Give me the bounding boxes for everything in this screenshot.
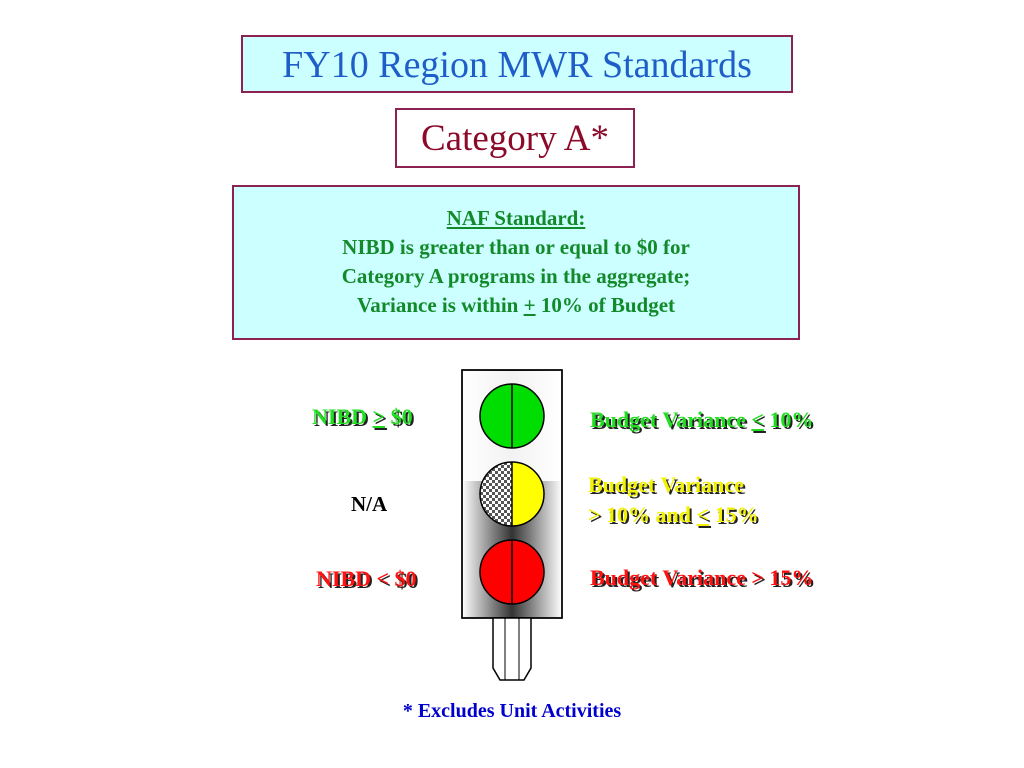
red-light [479,539,545,605]
nibd-red-label: NIBD < $0 [316,566,417,591]
naf-standard-heading: NAF Standard: [446,206,586,230]
bv-green-suffix: 10% [763,407,814,432]
budget-variance-yellow-label: Budget Variance > 10% and < 15% [588,470,759,530]
bv-yellow-symbol: < [696,502,710,527]
bv-green-symbol: < [751,407,764,432]
naf-standard-line-1: NIBD is greater than or equal to $0 for [342,235,690,259]
bv-yellow-line-2-suffix: 15% [709,502,759,527]
naf-standard-box: NAF Standard: NIBD is greater than or eq… [232,185,800,340]
bv-yellow-line-2: > 10% and < 15% [588,500,759,530]
traffic-light-pole [492,617,532,681]
bv-yellow-line-2-prefix: > 10% and [588,502,697,527]
line-3-prefix: Variance is within [356,293,524,317]
budget-variance-red-label: Budget Variance > 15% [590,565,814,590]
page-title: FY10 Region MWR Standards [282,44,752,86]
budget-variance-green-label: Budget Variance < 10% [590,407,813,433]
nibd-green-prefix: NIBD [312,404,373,429]
category-label: Category A* [420,118,610,159]
naf-standard-line-3: Variance is within + 10% of Budget [234,291,798,320]
green-light [479,383,545,449]
bv-yellow-line-1: Budget Variance [588,472,744,497]
nibd-yellow-label: N/A [351,492,388,516]
footnote: * Excludes Unit Activities [402,700,622,722]
line-3-suffix: 10% of Budget [535,293,676,317]
bv-green-prefix: Budget Variance [590,407,752,432]
plus-minus-symbol: + [523,293,536,317]
nibd-green-suffix: $0 [385,404,413,429]
naf-standard-line-2: Category A programs in the aggregate; [341,264,691,288]
traffic-light-housing [461,369,563,619]
category-box: Category A* [395,108,635,168]
title-box: FY10 Region MWR Standards [241,35,793,93]
nibd-green-symbol: > [372,404,386,429]
nibd-green-label: NIBD > $0 [312,404,413,430]
yellow-light [479,461,545,527]
